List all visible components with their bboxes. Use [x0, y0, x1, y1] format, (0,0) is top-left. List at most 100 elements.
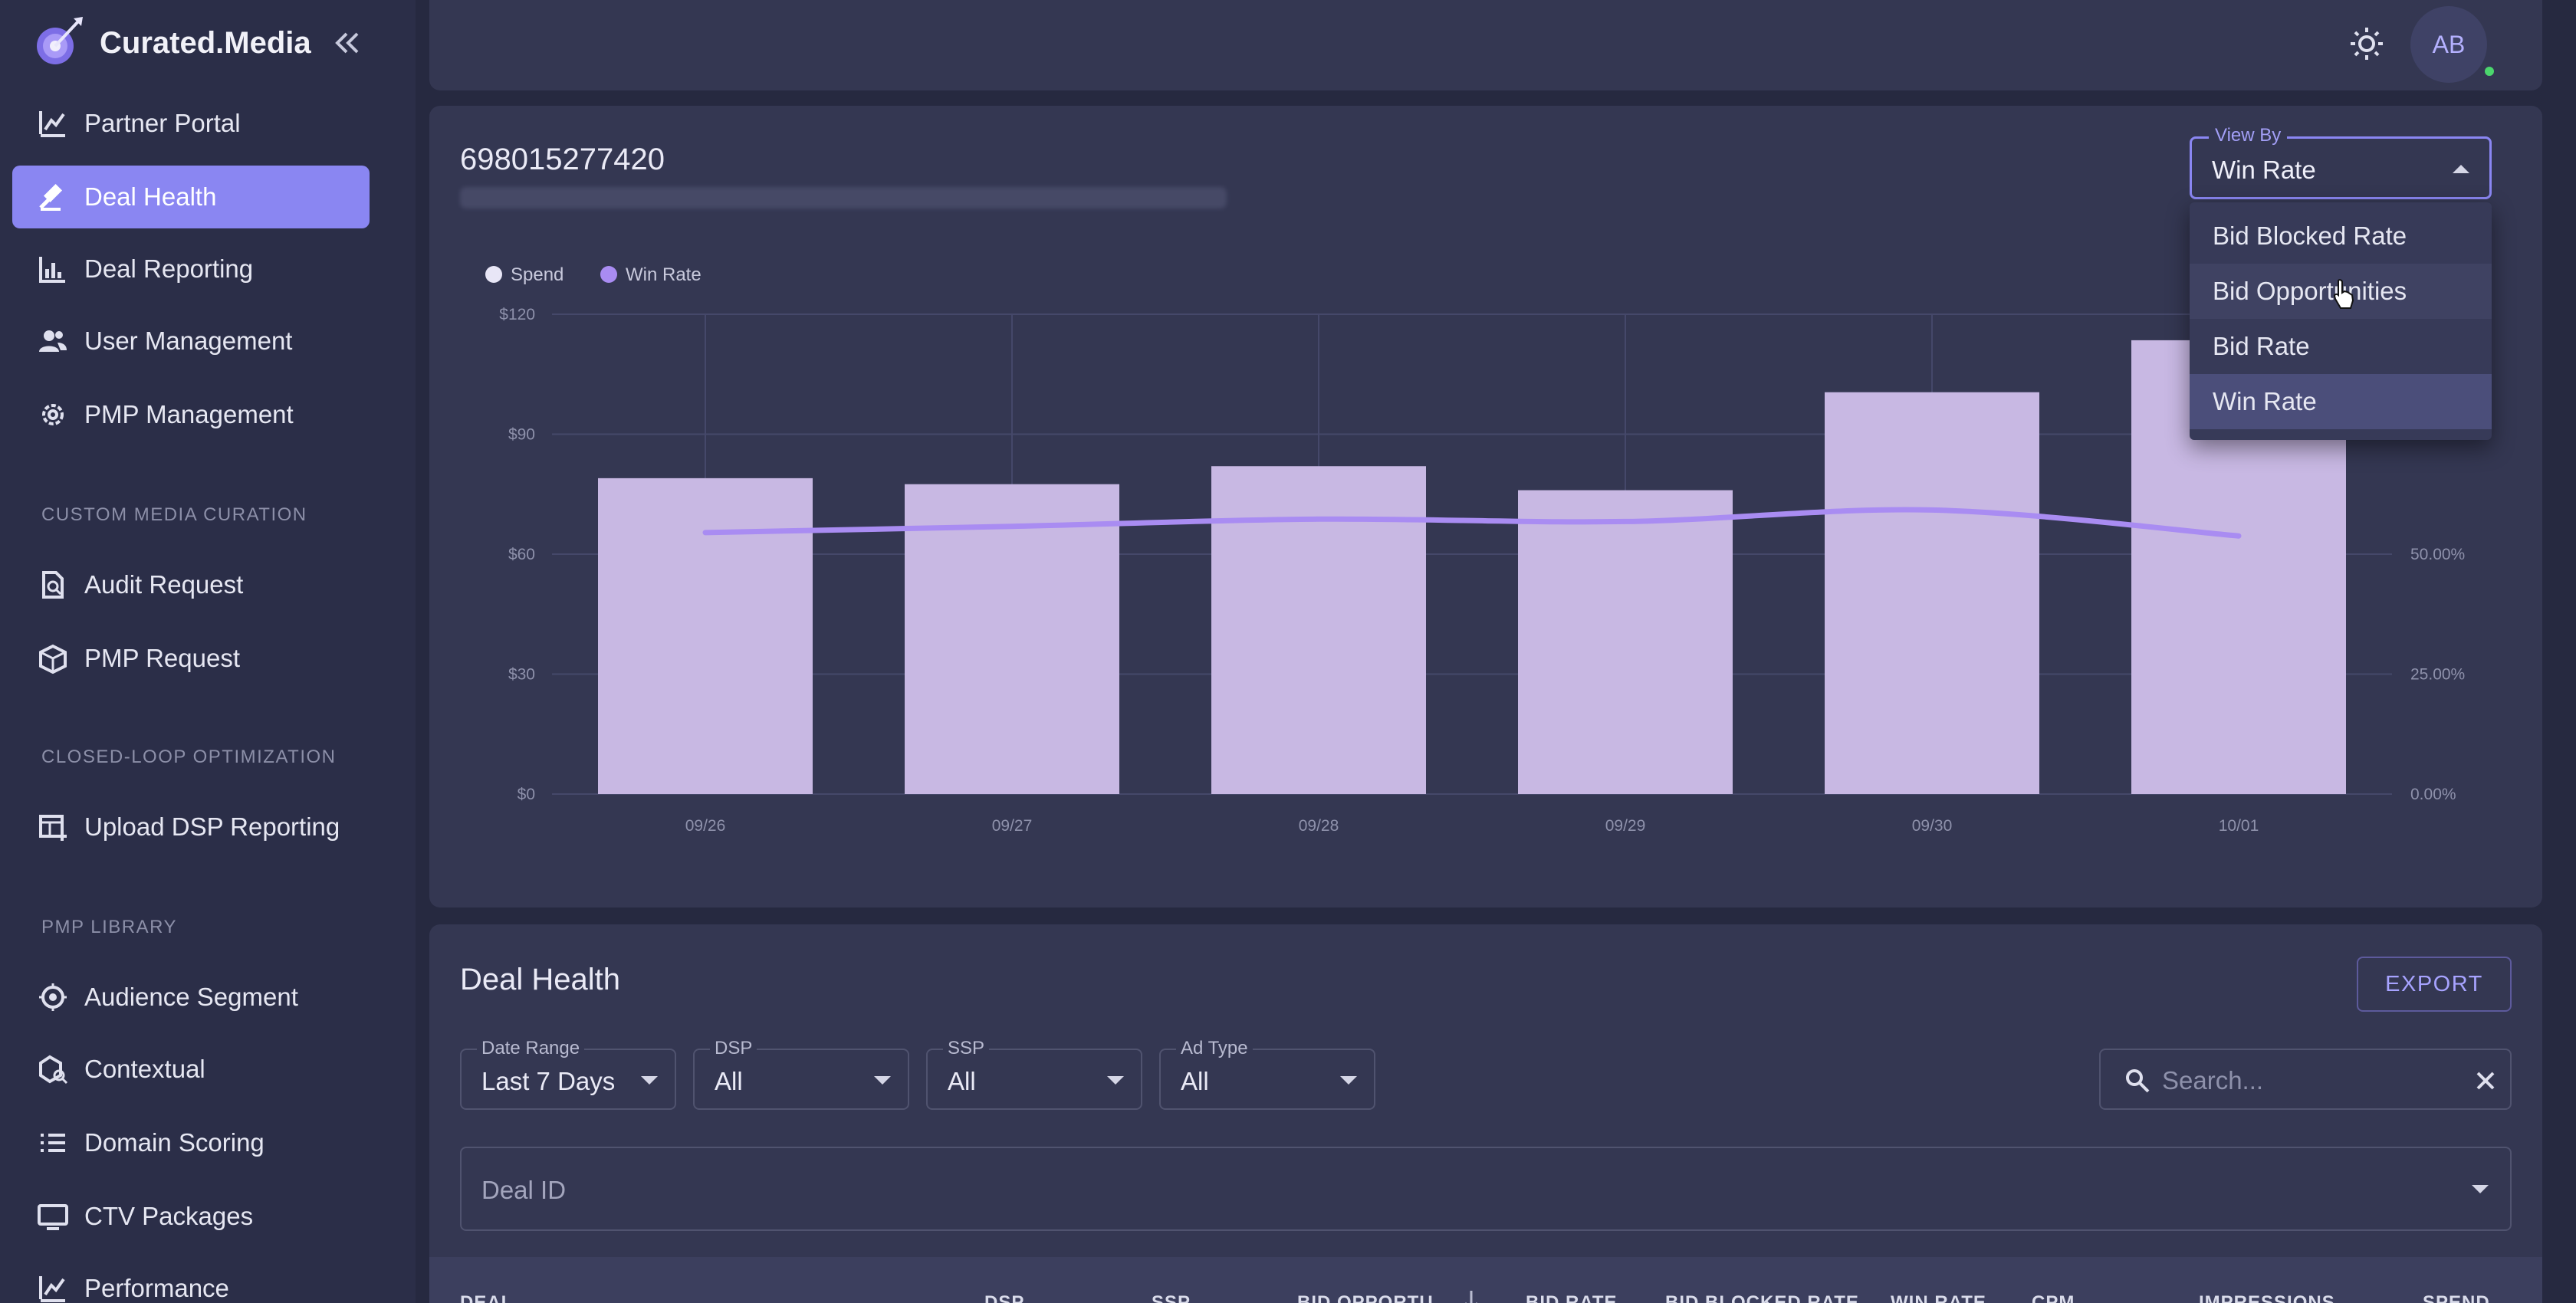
legend-label: Spend: [511, 264, 564, 285]
gavel-icon: [35, 179, 71, 215]
filter-value: Last 7 Days: [481, 1067, 616, 1095]
sidebar-item-contextual[interactable]: Contextual: [12, 1038, 370, 1101]
x-axis-tick-label: 10/01: [2219, 817, 2259, 835]
brand-logo-icon: [37, 17, 83, 64]
sidebar-item-label: Performance: [84, 1274, 229, 1302]
bar: [1211, 466, 1426, 794]
sidebar-item-deal-reporting[interactable]: Deal Reporting: [12, 238, 370, 300]
sidebar-item-deal-health[interactable]: Deal Health: [12, 166, 370, 228]
column-header-cpm[interactable]: CPM: [2032, 1292, 2075, 1303]
column-header-spend[interactable]: SPEND: [2423, 1292, 2490, 1303]
sidebar-item-pmp-management[interactable]: PMP Management: [12, 383, 370, 446]
section-title: Deal Health: [460, 963, 621, 996]
column-header-impressions[interactable]: IMPRESSIONS: [2199, 1292, 2335, 1303]
mouse-pointer-icon: [2333, 279, 2354, 309]
sidebar-item-label: Deal Reporting: [84, 254, 254, 283]
table-header: DEAL DSP SSP BID OPPORTU... BID RATE BID…: [429, 1257, 2542, 1303]
arrow-down-icon[interactable]: [1461, 1288, 1481, 1303]
sidebar-item-label: Domain Scoring: [84, 1128, 264, 1157]
list-icon: [35, 1125, 71, 1160]
column-header-bid-blocked-rate[interactable]: BID BLOCKED RATE: [1665, 1292, 1859, 1303]
column-header-dsp[interactable]: DSP: [984, 1292, 1025, 1303]
online-status-indicator: [2482, 64, 2496, 78]
sun-icon: [2351, 28, 2383, 60]
search-input[interactable]: [2162, 1064, 2453, 1098]
sidebar-item-audit-request[interactable]: Audit Request: [12, 553, 370, 616]
chevron-down-icon: [1107, 1076, 1124, 1085]
section-label-pmp-library: PMP LIBRARY: [41, 917, 178, 937]
section-label-custom-media-curation: CUSTOM MEDIA CURATION: [41, 504, 307, 525]
section-label-closed-loop-optimization: CLOSED-LOOP OPTIMIZATION: [41, 747, 337, 767]
filter-label: Ad Type: [1176, 1038, 1253, 1059]
column-header-bid-opportunities[interactable]: BID OPPORTU...: [1297, 1292, 1451, 1303]
cube-icon: [35, 641, 71, 676]
sidebar-item-domain-scoring[interactable]: Domain Scoring: [12, 1111, 370, 1174]
shapes-icon: [35, 1052, 71, 1087]
date-range-select[interactable]: Date Range Last 7 Days: [460, 1038, 676, 1110]
chevron-down-icon: [874, 1076, 891, 1085]
gear-icon: [35, 397, 71, 432]
sidebar-item-label: Upload DSP Reporting: [84, 812, 340, 841]
bar: [1518, 490, 1733, 794]
export-button[interactable]: EXPORT: [2357, 957, 2512, 1012]
target-icon: [35, 980, 71, 1015]
theme-toggle-button[interactable]: [2348, 25, 2386, 63]
sidebar-item-audience-segment[interactable]: Audience Segment: [12, 966, 370, 1029]
sidebar-item-partner-portal[interactable]: Partner Portal: [12, 92, 370, 155]
column-header-win-rate[interactable]: WIN RATE: [1891, 1292, 1986, 1303]
y2-axis-tick-label: 0.00%: [2410, 786, 2456, 803]
chevron-up-icon: [2453, 165, 2469, 173]
sidebar-item-label: Contextual: [84, 1055, 205, 1083]
x-axis-tick-label: 09/28: [1299, 817, 1339, 835]
y-axis-tick-label: $120: [499, 306, 535, 323]
menu-item-bid-blocked-rate[interactable]: Bid Blocked Rate: [2213, 222, 2407, 250]
doc-search-icon: [35, 567, 71, 602]
sidebar: Curated.Media Partner Portal Deal Health…: [0, 0, 416, 1303]
filter-label: SSP: [943, 1038, 990, 1059]
menu-item-win-rate[interactable]: Win Rate: [2190, 374, 2492, 429]
sidebar-item-label: Audience Segment: [84, 983, 298, 1011]
close-icon[interactable]: [2472, 1067, 2499, 1095]
chart-icon: [35, 106, 71, 141]
menu-item-bid-opportunities[interactable]: Bid Opportunities: [2190, 264, 2492, 319]
collapse-sidebar-button[interactable]: [331, 26, 362, 60]
sidebar-item-pmp-request[interactable]: PMP Request: [12, 627, 370, 690]
column-header-deal[interactable]: DEAL: [460, 1292, 514, 1303]
menu-item-bid-rate[interactable]: Bid Rate: [2213, 332, 2310, 360]
filter-value: All: [1181, 1067, 1209, 1095]
sidebar-item-user-management[interactable]: User Management: [12, 310, 370, 373]
dsp-select[interactable]: DSP All: [693, 1038, 909, 1110]
deal-id-title: 698015277420: [460, 143, 665, 176]
sidebar-item-upload-dsp-reporting[interactable]: Upload DSP Reporting: [12, 796, 370, 858]
y-axis-tick-label: $60: [508, 546, 535, 563]
y2-axis-tick-label: 25.00%: [2410, 666, 2465, 684]
sidebar-item-ctv-packages[interactable]: CTV Packages: [12, 1185, 370, 1248]
view-by-menu: Bid Blocked Rate Bid Opportunities Bid R…: [2190, 202, 2492, 440]
sidebar-item-performance[interactable]: Performance: [12, 1257, 370, 1303]
y-axis-tick-label: $0: [518, 786, 535, 803]
x-axis-tick-label: 09/29: [1605, 817, 1646, 835]
ad-type-select[interactable]: Ad Type All: [1159, 1038, 1375, 1110]
bar: [1825, 392, 2039, 795]
x-axis-tick-label: 09/30: [1912, 817, 1953, 835]
filter-label: Date Range: [477, 1038, 585, 1059]
user-avatar[interactable]: AB: [2410, 6, 2487, 83]
column-header-bid-rate[interactable]: BID RATE: [1526, 1292, 1618, 1303]
y-axis-tick-label: $30: [508, 666, 535, 684]
filter-value: All: [715, 1067, 743, 1095]
deal-id-select[interactable]: Deal ID: [460, 1147, 2512, 1231]
ssp-select[interactable]: SSP All: [926, 1038, 1142, 1110]
sidebar-item-label: PMP Management: [84, 400, 294, 428]
brand[interactable]: Curated.Media: [28, 14, 311, 72]
chevron-down-icon: [2472, 1185, 2489, 1193]
search-field[interactable]: [2099, 1049, 2512, 1110]
series-line: [702, 507, 2242, 539]
chevron-down-icon: [641, 1076, 658, 1085]
deal-health-card: Deal Health EXPORT Date Range Last 7 Day…: [429, 924, 2542, 1303]
filter-label: DSP: [710, 1038, 757, 1059]
users-icon: [35, 323, 71, 359]
column-header-ssp[interactable]: SSP: [1152, 1292, 1191, 1303]
view-by-select[interactable]: View By Win Rate: [2190, 125, 2492, 199]
table-upload-icon: [35, 809, 71, 845]
legend-swatch: [485, 266, 502, 283]
